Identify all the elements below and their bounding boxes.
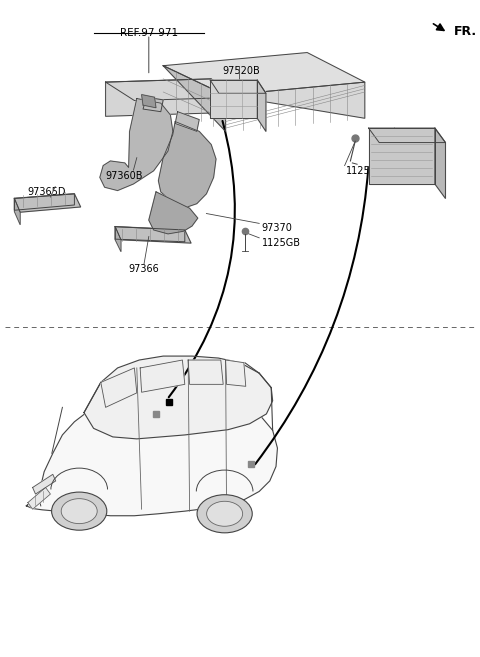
Polygon shape — [100, 99, 173, 191]
Polygon shape — [14, 198, 20, 225]
Polygon shape — [28, 487, 50, 509]
Polygon shape — [226, 82, 365, 118]
Polygon shape — [143, 97, 163, 112]
Text: REF.97-971: REF.97-971 — [120, 28, 178, 37]
Text: 97520B: 97520B — [223, 66, 261, 76]
Polygon shape — [210, 80, 257, 118]
Polygon shape — [175, 112, 199, 131]
Polygon shape — [149, 192, 198, 234]
Polygon shape — [158, 122, 216, 207]
Ellipse shape — [51, 492, 107, 530]
Ellipse shape — [61, 499, 97, 524]
Polygon shape — [14, 194, 81, 212]
Polygon shape — [140, 360, 185, 392]
Text: FR.: FR. — [454, 25, 477, 38]
Polygon shape — [106, 79, 240, 101]
Polygon shape — [142, 95, 156, 108]
Text: 1125GB: 1125GB — [262, 238, 300, 248]
Polygon shape — [163, 53, 365, 95]
Polygon shape — [369, 128, 435, 184]
Text: 97365D: 97365D — [28, 187, 66, 197]
Text: 97360B: 97360B — [106, 171, 143, 181]
Polygon shape — [115, 227, 185, 242]
Polygon shape — [33, 474, 56, 494]
Polygon shape — [226, 360, 246, 386]
Polygon shape — [14, 194, 74, 210]
Text: 97510B: 97510B — [370, 168, 407, 177]
Polygon shape — [435, 128, 445, 198]
Polygon shape — [257, 80, 266, 131]
Text: 1125KF: 1125KF — [346, 166, 383, 175]
Polygon shape — [210, 80, 266, 93]
Polygon shape — [115, 227, 121, 252]
Polygon shape — [106, 79, 211, 116]
Ellipse shape — [197, 495, 252, 533]
Polygon shape — [101, 368, 137, 407]
Polygon shape — [84, 356, 273, 439]
Polygon shape — [369, 128, 445, 143]
Text: 97370: 97370 — [262, 223, 292, 233]
Polygon shape — [26, 397, 277, 516]
Polygon shape — [163, 66, 226, 131]
Polygon shape — [188, 360, 223, 384]
Ellipse shape — [207, 501, 243, 526]
Text: 97366: 97366 — [129, 264, 159, 274]
Polygon shape — [115, 227, 191, 243]
